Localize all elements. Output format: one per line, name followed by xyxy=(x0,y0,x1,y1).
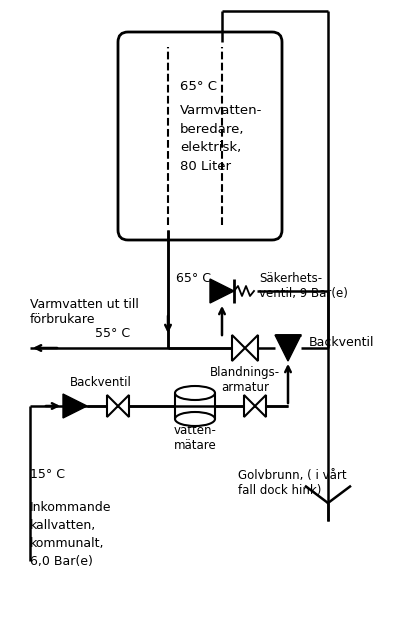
Polygon shape xyxy=(210,279,234,303)
Polygon shape xyxy=(107,395,118,417)
Polygon shape xyxy=(245,335,258,361)
Text: 15° C: 15° C xyxy=(30,468,65,481)
Text: 65° C: 65° C xyxy=(180,80,217,93)
FancyBboxPatch shape xyxy=(118,32,282,240)
Text: 65° C: 65° C xyxy=(176,273,211,286)
Text: 55° C: 55° C xyxy=(95,327,130,340)
Ellipse shape xyxy=(175,386,215,400)
Polygon shape xyxy=(244,395,255,417)
Polygon shape xyxy=(275,335,301,361)
Text: Varmvatten-
beredare,
elektrisk,
80 Liter: Varmvatten- beredare, elektrisk, 80 Lite… xyxy=(180,104,262,173)
Ellipse shape xyxy=(175,412,215,426)
Text: Golvbrunn, ( i vårt
fall dock hink): Golvbrunn, ( i vårt fall dock hink) xyxy=(238,469,347,497)
Text: Blandnings-
armatur: Blandnings- armatur xyxy=(210,366,280,394)
Text: Varmvatten ut till
förbrukare: Varmvatten ut till förbrukare xyxy=(30,298,139,326)
Polygon shape xyxy=(118,395,129,417)
Text: Backventil: Backventil xyxy=(309,337,374,350)
Text: Inkommande
kallvatten,
kommunalt,
6,0 Bar(e): Inkommande kallvatten, kommunalt, 6,0 Ba… xyxy=(30,501,112,568)
Text: vatten-
mätare: vatten- mätare xyxy=(174,424,216,452)
Text: Backventil: Backventil xyxy=(70,376,132,389)
Polygon shape xyxy=(255,395,266,417)
Polygon shape xyxy=(232,335,245,361)
Text: Säkerhets-
ventil, 9 Bar(e): Säkerhets- ventil, 9 Bar(e) xyxy=(259,272,348,300)
Polygon shape xyxy=(63,394,87,418)
